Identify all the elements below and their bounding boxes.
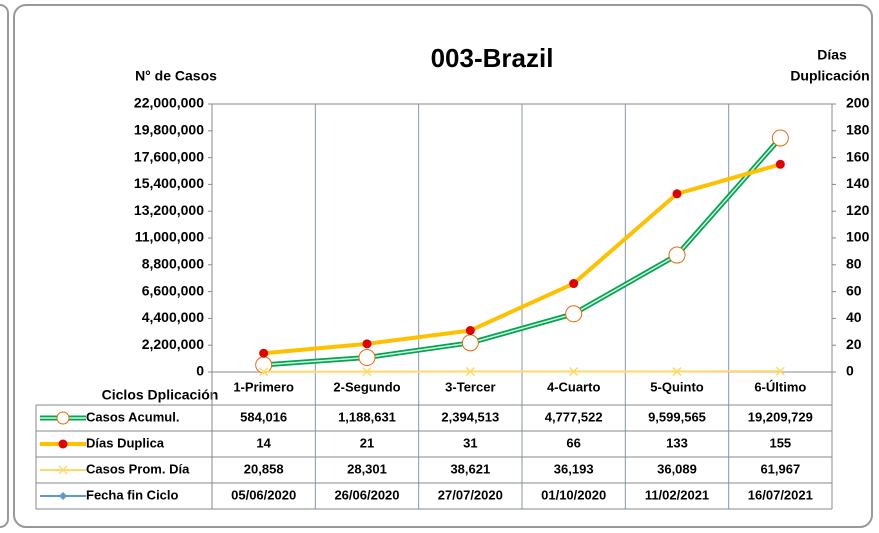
point <box>362 367 372 377</box>
legend-marker <box>59 492 67 500</box>
y-tick-label: 15,400,000 <box>134 175 204 191</box>
point <box>672 189 682 199</box>
legend-label: Días Duplica <box>86 435 165 450</box>
y2-tick-label: 40 <box>846 309 862 325</box>
table-value: 61,967 <box>760 461 800 476</box>
table-value: 31 <box>463 435 477 450</box>
table-value: 19,209,729 <box>748 409 813 424</box>
table-value: 9,599,565 <box>648 409 706 424</box>
y-tick-label: 2,200,000 <box>142 336 204 352</box>
y2-tick-label: 180 <box>846 122 870 138</box>
y-tick-label: 17,600,000 <box>134 148 204 164</box>
table-value: 155 <box>769 435 791 450</box>
table-value: 36,193 <box>554 461 594 476</box>
table-value: 21 <box>360 435 374 450</box>
legend-label: Fecha fin Ciclo <box>86 487 179 502</box>
table-value: 28,301 <box>347 461 387 476</box>
table-value: 38,621 <box>450 461 490 476</box>
x-tick-label: 3-Tercer <box>445 379 495 394</box>
table-date: 11/02/2021 <box>645 487 709 502</box>
x-tick-label: 6-Último <box>754 379 806 394</box>
table-value: 2,394,513 <box>441 409 499 424</box>
table-date: 16/07/2021 <box>748 487 813 502</box>
legend-marker <box>56 411 70 425</box>
x-tick-label: 1-Primero <box>233 379 294 394</box>
point <box>465 325 475 335</box>
table-date: 05/06/2020 <box>231 487 296 502</box>
table-value: 66 <box>566 435 580 450</box>
point <box>569 367 579 377</box>
y2-tick-label: 140 <box>846 175 870 191</box>
y-tick-label: 8,800,000 <box>142 256 204 272</box>
series-line-inner <box>263 137 781 366</box>
y2-tick-label: 120 <box>846 202 870 218</box>
point <box>775 159 785 169</box>
legend-marker <box>58 439 68 449</box>
y2-tick-label: 0 <box>846 363 854 379</box>
series-line <box>263 370 781 373</box>
chart-frame <box>13 4 873 528</box>
y2-axis-label: Días <box>817 47 847 63</box>
point <box>672 367 682 377</box>
x-tick-label: 5-Quinto <box>650 379 703 394</box>
point <box>362 339 372 349</box>
neighbor-panel <box>0 4 9 528</box>
table-header: Ciclos Dplicación <box>102 387 219 403</box>
table-value: 4,777,522 <box>545 409 603 424</box>
y2-tick-label: 20 <box>846 336 862 352</box>
legend-marker <box>58 465 68 475</box>
point <box>569 279 579 289</box>
y-tick-label: 19,800,000 <box>134 122 204 138</box>
table-date: 26/06/2020 <box>334 487 399 502</box>
point <box>358 349 376 367</box>
chart-title: 003-Brazil <box>431 43 554 73</box>
point <box>259 367 269 377</box>
table-date: 01/10/2020 <box>541 487 606 502</box>
y-axis-label: N° de Casos <box>135 68 217 84</box>
point <box>255 356 273 374</box>
y-tick-label: 13,200,000 <box>134 202 204 218</box>
point <box>461 334 479 352</box>
y-tick-label: 4,400,000 <box>142 309 204 325</box>
point <box>771 129 789 147</box>
legend-label: Casos Prom. Día <box>86 461 190 476</box>
y-tick-label: 22,000,000 <box>134 95 204 111</box>
y2-tick-label: 80 <box>846 256 862 272</box>
series-line <box>263 162 781 356</box>
y-tick-label: 6,600,000 <box>142 282 204 298</box>
y-tick-label: 11,000,000 <box>135 229 205 245</box>
point <box>259 348 269 358</box>
y2-tick-label: 100 <box>846 229 870 245</box>
y2-tick-label: 160 <box>846 148 870 164</box>
table-date: 27/07/2020 <box>438 487 503 502</box>
point <box>668 246 686 264</box>
table-value: 584,016 <box>240 409 287 424</box>
y2-tick-label: 60 <box>846 282 862 298</box>
point <box>775 366 785 376</box>
point <box>565 305 583 323</box>
y2-tick-label: 200 <box>846 95 870 111</box>
legend-label: Casos Acumul. <box>86 409 179 424</box>
table-value: 36,089 <box>657 461 697 476</box>
table-value: 1,188,631 <box>338 409 396 424</box>
x-tick-label: 4-Cuarto <box>547 379 601 394</box>
x-tick-label: 2-Segundo <box>333 379 400 394</box>
y-tick-label: 0 <box>196 363 204 379</box>
table-value: 133 <box>666 435 688 450</box>
table-value: 20,858 <box>244 461 284 476</box>
table-value: 14 <box>256 435 271 450</box>
y2-axis-label: Duplicación <box>790 68 869 84</box>
point <box>465 366 475 377</box>
